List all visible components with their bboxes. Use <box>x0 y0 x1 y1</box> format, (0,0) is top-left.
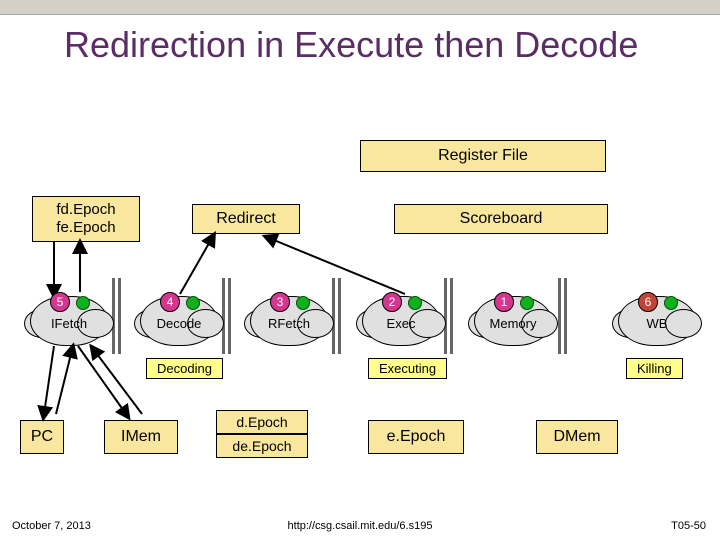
scoreboard-box: Scoreboard <box>394 204 608 234</box>
imem-box: IMem <box>104 420 178 454</box>
dmem-box: DMem <box>536 420 618 454</box>
stage-wb-dot <box>664 296 678 310</box>
stage-rfetch-num: 3 <box>270 292 290 312</box>
footer-pagenum: T05-50 <box>671 520 706 532</box>
arrow-decode-to-redirect <box>180 234 220 296</box>
slide-title: Redirection in Execute then Decode <box>64 24 638 65</box>
stage-ifetch-num: 5 <box>50 292 70 312</box>
stage-rfetch-label: RFetch <box>250 316 328 331</box>
stage-rfetch-dot <box>296 296 310 310</box>
stage-memory-dot <box>520 296 534 310</box>
stage-exec-dot <box>408 296 422 310</box>
redirect-box: Redirect <box>192 204 300 234</box>
stage-exec-num: 2 <box>382 292 402 312</box>
footer-url: http://csg.csail.mit.edu/6.s195 <box>0 520 720 532</box>
tag-executing: Executing <box>368 358 447 379</box>
arrow-epoch-to-ifetch <box>52 242 56 296</box>
eepoch-box: e.Epoch <box>368 420 464 454</box>
tag-killing: Killing <box>626 358 683 379</box>
stage-ifetch-dot <box>76 296 90 310</box>
stage-decode-num: 4 <box>160 292 180 312</box>
tag-decoding: Decoding <box>146 358 223 379</box>
deepoch-box: de.Epoch <box>216 434 308 458</box>
stage-memory-num: 1 <box>494 292 514 312</box>
stage-decode-label: Decode <box>140 316 218 331</box>
stage-decode-dot <box>186 296 200 310</box>
stage-memory-label: Memory <box>474 316 552 331</box>
pc-box: PC <box>20 420 64 454</box>
arrow-imem-to-ifetch <box>90 346 150 420</box>
arrow-ifetch-to-epoch <box>78 242 82 296</box>
stage-wb-num: 6 <box>638 292 658 312</box>
stage-exec-label: Exec <box>362 316 440 331</box>
epoch-fd-box: fd.Epoch fe.Epoch <box>32 196 140 242</box>
stage-wb-label: WB <box>618 316 696 331</box>
register-file-box: Register File <box>360 140 606 172</box>
arrow-exec-to-redirect <box>265 234 411 296</box>
stage-ifetch-label: IFetch <box>30 316 108 331</box>
depoch-box: d.Epoch <box>216 410 308 434</box>
